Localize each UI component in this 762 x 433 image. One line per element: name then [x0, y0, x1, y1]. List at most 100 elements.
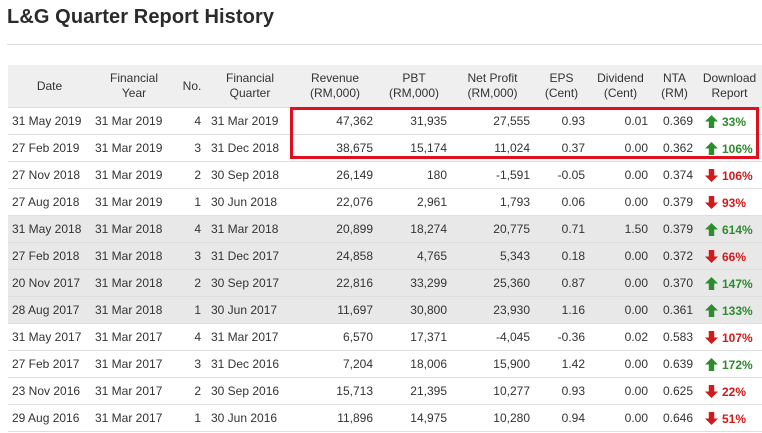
cell-revenue: 24,858 — [293, 242, 377, 270]
cell-financial-year: 31 Mar 2017 — [91, 404, 177, 432]
col-header-eps: EPS (Cent) — [534, 65, 589, 108]
cell-no: 3 — [177, 242, 207, 270]
cell-download-report[interactable]: 33% — [697, 107, 762, 135]
cell-no: 2 — [177, 377, 207, 405]
cell-download-report[interactable]: 106% — [697, 161, 762, 189]
cell-dividend: 0.00 — [589, 377, 652, 405]
cell-date: 31 May 2017 — [8, 323, 91, 351]
cell-revenue: 22,816 — [293, 269, 377, 297]
report-change-link[interactable]: 106% — [722, 141, 753, 156]
report-change-link[interactable]: 33% — [722, 114, 747, 129]
cell-financial-quarter: 31 Mar 2017 — [207, 323, 293, 351]
cell-eps: 1.16 — [534, 296, 589, 324]
cell-financial-year: 31 Mar 2019 — [91, 161, 177, 189]
arrow-down-icon — [705, 384, 718, 398]
arrow-up-icon — [705, 303, 718, 317]
cell-net-profit: 27,555 — [451, 107, 534, 135]
cell-download-report[interactable]: 93% — [697, 188, 762, 216]
table-body: 31 May 2019 31 Mar 2019 4 31 Mar 2019 47,362… — [8, 107, 762, 432]
report-change-link[interactable]: 614% — [722, 222, 753, 237]
cell-financial-quarter: 31 Dec 2018 — [207, 134, 293, 162]
cell-nta: 0.372 — [652, 242, 697, 270]
table-row: 27 Feb 2017 31 Mar 2017 3 31 Dec 2016 7,204 1… — [8, 350, 762, 378]
report-change-link[interactable]: 172% — [722, 357, 753, 372]
cell-nta: 0.370 — [652, 269, 697, 297]
cell-revenue: 11,896 — [293, 404, 377, 432]
table-row: 20 Nov 2017 31 Mar 2018 2 30 Sep 2017 22,816… — [8, 269, 762, 297]
table-row: 27 Nov 2018 31 Mar 2019 2 30 Sep 2018 26,149… — [8, 161, 762, 189]
cell-net-profit: -1,591 — [451, 161, 534, 189]
cell-financial-quarter: 31 Mar 2019 — [207, 107, 293, 135]
cell-date: 31 May 2019 — [8, 107, 91, 135]
report-change-link[interactable]: 93% — [722, 195, 747, 210]
cell-revenue: 15,713 — [293, 377, 377, 405]
report-change-link[interactable]: 107% — [722, 330, 753, 345]
cell-financial-quarter: 30 Jun 2018 — [207, 188, 293, 216]
cell-net-profit: 20,775 — [451, 215, 534, 243]
report-change-link[interactable]: 22% — [722, 384, 747, 399]
col-header-no: No. — [177, 65, 207, 108]
report-change-link[interactable]: 66% — [722, 249, 747, 264]
cell-financial-year: 31 Mar 2018 — [91, 269, 177, 297]
cell-nta: 0.374 — [652, 161, 697, 189]
report-change-link[interactable]: 147% — [722, 276, 753, 291]
arrow-up-icon — [705, 222, 718, 236]
cell-financial-quarter: 30 Jun 2017 — [207, 296, 293, 324]
cell-dividend: 0.00 — [589, 134, 652, 162]
cell-download-report[interactable]: 107% — [697, 323, 762, 351]
cell-financial-year: 31 Mar 2018 — [91, 215, 177, 243]
cell-net-profit: 5,343 — [451, 242, 534, 270]
cell-financial-quarter: 31 Dec 2016 — [207, 350, 293, 378]
cell-net-profit: 23,930 — [451, 296, 534, 324]
table-row: 31 May 2018 31 Mar 2018 4 31 Mar 2018 20,899… — [8, 215, 762, 243]
cell-download-report[interactable]: 172% — [697, 350, 762, 378]
table-row: 23 Nov 2016 31 Mar 2017 2 30 Sep 2016 15,713… — [8, 377, 762, 405]
cell-eps: -0.36 — [534, 323, 589, 351]
cell-financial-quarter: 30 Jun 2016 — [207, 404, 293, 432]
report-change-link[interactable]: 106% — [722, 168, 753, 183]
col-header-net-profit: Net Profit (RM,000) — [451, 65, 534, 108]
cell-download-report[interactable]: 106% — [697, 134, 762, 162]
title-divider — [7, 44, 762, 45]
cell-dividend: 0.00 — [589, 161, 652, 189]
cell-pbt: 30,800 — [377, 296, 451, 324]
cell-financial-quarter: 31 Dec 2017 — [207, 242, 293, 270]
cell-net-profit: 11,024 — [451, 134, 534, 162]
cell-nta: 0.369 — [652, 107, 697, 135]
cell-download-report[interactable]: 51% — [697, 404, 762, 432]
cell-nta: 0.639 — [652, 350, 697, 378]
table-row: 31 May 2019 31 Mar 2019 4 31 Mar 2019 47,362… — [8, 107, 762, 135]
cell-download-report[interactable]: 614% — [697, 215, 762, 243]
cell-date: 27 Nov 2018 — [8, 161, 91, 189]
cell-revenue: 47,362 — [293, 107, 377, 135]
cell-pbt: 21,395 — [377, 377, 451, 405]
cell-financial-year: 31 Mar 2019 — [91, 134, 177, 162]
cell-eps: 0.18 — [534, 242, 589, 270]
cell-pbt: 14,975 — [377, 404, 451, 432]
cell-eps: 0.87 — [534, 269, 589, 297]
cell-download-report[interactable]: 133% — [697, 296, 762, 324]
cell-pbt: 180 — [377, 161, 451, 189]
cell-net-profit: 25,360 — [451, 269, 534, 297]
cell-financial-year: 31 Mar 2019 — [91, 188, 177, 216]
cell-download-report[interactable]: 66% — [697, 242, 762, 270]
cell-dividend: 0.01 — [589, 107, 652, 135]
col-header-financial-year: Financial Year — [91, 65, 177, 108]
report-change-link[interactable]: 51% — [722, 411, 747, 426]
cell-dividend: 0.00 — [589, 188, 652, 216]
cell-date: 27 Feb 2019 — [8, 134, 91, 162]
cell-financial-year: 31 Mar 2019 — [91, 107, 177, 135]
report-change-link[interactable]: 133% — [722, 303, 753, 318]
cell-download-report[interactable]: 147% — [697, 269, 762, 297]
cell-pbt: 17,371 — [377, 323, 451, 351]
cell-nta: 0.379 — [652, 215, 697, 243]
cell-date: 27 Feb 2017 — [8, 350, 91, 378]
cell-nta: 0.583 — [652, 323, 697, 351]
cell-nta: 0.625 — [652, 377, 697, 405]
cell-download-report[interactable]: 22% — [697, 377, 762, 405]
cell-no: 2 — [177, 269, 207, 297]
cell-eps: -0.05 — [534, 161, 589, 189]
cell-pbt: 31,935 — [377, 107, 451, 135]
cell-financial-quarter: 30 Sep 2018 — [207, 161, 293, 189]
cell-no: 3 — [177, 350, 207, 378]
